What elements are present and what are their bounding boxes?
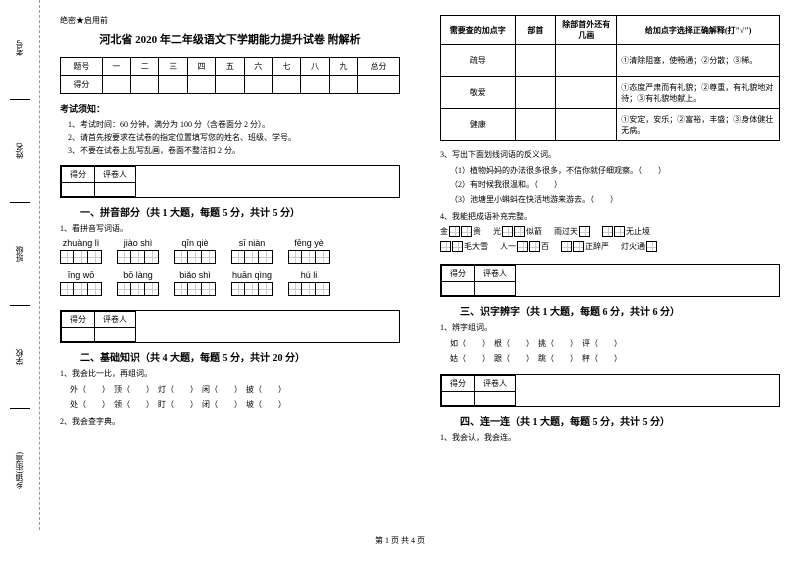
th: 一 bbox=[102, 58, 130, 76]
margin-label: 姓名 bbox=[14, 143, 25, 159]
margin-line bbox=[10, 202, 30, 203]
question-text: 2、我会查字典。 bbox=[60, 416, 400, 427]
margin-label: 考号 bbox=[14, 40, 25, 56]
notice-list: 1、考试时间：60 分钟，满分为 100 分（含卷面分 2 分）。 2、请首先按… bbox=[68, 119, 400, 157]
th: 九 bbox=[329, 58, 357, 76]
word-line: 处（ ） 领（ ） 盯（ ） 闭（ ） 坡（ ） bbox=[70, 398, 400, 412]
score-box: 得分评卷人 bbox=[440, 374, 780, 407]
question-text: 1、看拼音写词语。 bbox=[60, 223, 400, 234]
right-column: 需要查的加点字 部首 除部首外还有几画 给加点字选择正确解释(打"√") 疏导 … bbox=[420, 0, 800, 530]
margin-line bbox=[10, 99, 30, 100]
char-grid-row bbox=[60, 282, 400, 296]
margin-line bbox=[10, 305, 30, 306]
notice-item: 1、考试时间：60 分钟，满分为 100 分（含卷面分 2 分）。 bbox=[68, 119, 400, 132]
word-line: 如（ ） 根（ ） 挑（ ） 评（ ） bbox=[450, 337, 780, 351]
th: 题号 bbox=[61, 58, 103, 76]
word-line: 姑（ ） 跟（ ） 跳（ ） 秤（ ） bbox=[450, 352, 780, 366]
question-text: 1、我会认，我会连。 bbox=[440, 432, 780, 443]
pinyin-row: īng wō bō làng biǎo shì huān qìng hú li bbox=[60, 270, 400, 280]
section-2-title: 二、基础知识（共 4 大题，每题 5 分，共计 20 分） bbox=[80, 353, 305, 364]
question-text: 4、我能把成语补充完整。 bbox=[440, 211, 780, 222]
section-1-title: 一、拼音部分（共 1 大题，每题 5 分，共计 5 分） bbox=[80, 208, 300, 219]
pinyin-row: zhuàng lì jiào shì qīn qiè sī niàn fēng … bbox=[60, 238, 400, 248]
section-3-title: 三、识字辨字（共 1 大题，每题 6 分，共计 6 分） bbox=[460, 307, 680, 318]
th: 三 bbox=[159, 58, 187, 76]
question-text: 1、我会比一比，再组词。 bbox=[60, 368, 400, 379]
score-box: 得分评卷人 bbox=[440, 264, 780, 297]
secret-mark: 绝密★启用前 bbox=[60, 15, 400, 26]
idiom-row: 金贵 光似箭 雨过天 无止境 bbox=[440, 226, 780, 237]
th: 二 bbox=[131, 58, 159, 76]
score-box: 得分评卷人 bbox=[60, 165, 400, 198]
question-text: 3、写出下面划线词语的反义词。 bbox=[440, 149, 780, 160]
exam-title: 河北省 2020 年二年级语文下学期能力提升试卷 附解析 bbox=[60, 31, 400, 47]
th: 七 bbox=[272, 58, 300, 76]
th: 六 bbox=[244, 58, 272, 76]
score-summary-table: 题号 一 二 三 四 五 六 七 八 九 总分 得分 bbox=[60, 57, 400, 94]
notice-item: 2、请首先按要求在试卷的指定位置填写您的姓名、班级、学号。 bbox=[68, 132, 400, 145]
binding-margin: 考号 姓名 班级 学校 乡镇(街道) bbox=[0, 0, 40, 530]
margin-label: 乡镇(街道) bbox=[14, 452, 25, 489]
idiom-row: 毛大雪 人一百 正辞严 灯火通 bbox=[440, 241, 780, 252]
th: 总分 bbox=[358, 58, 400, 76]
notice-title: 考试须知： bbox=[60, 102, 400, 115]
word-line: 外（ ） 顶（ ） 灯（ ） 闲（ ） 披（ ） bbox=[70, 383, 400, 397]
left-column: 绝密★启用前 河北省 2020 年二年级语文下学期能力提升试卷 附解析 题号 一… bbox=[40, 0, 420, 530]
sub-item: （3）池塘里小蝌蚪在快活地游来游去。（ ） bbox=[450, 193, 780, 207]
question-text: 1、辨字组词。 bbox=[440, 322, 780, 333]
dictionary-lookup-table: 需要查的加点字 部首 除部首外还有几画 给加点字选择正确解释(打"√") 疏导 … bbox=[440, 15, 780, 141]
section-4-title: 四、连一连（共 1 大题，每题 5 分，共计 5 分） bbox=[460, 417, 670, 428]
margin-label: 学校 bbox=[14, 349, 25, 365]
score-box: 得分评卷人 bbox=[60, 310, 400, 343]
char-grid-row bbox=[60, 250, 400, 264]
margin-line bbox=[10, 408, 30, 409]
th: 四 bbox=[187, 58, 215, 76]
th: 五 bbox=[216, 58, 244, 76]
sub-item: （2）有时候我很温和。（ ） bbox=[450, 178, 780, 192]
row-label: 得分 bbox=[61, 76, 103, 94]
notice-item: 3、不要在试卷上乱写乱画，卷面不整洁扣 2 分。 bbox=[68, 145, 400, 158]
sub-item: （1）植物妈妈的办法很多很多，不信你就仔细观察。（ ） bbox=[450, 164, 780, 178]
margin-label: 班级 bbox=[14, 246, 25, 262]
page-footer: 第 1 页 共 4 页 bbox=[0, 530, 800, 551]
th: 八 bbox=[301, 58, 329, 76]
